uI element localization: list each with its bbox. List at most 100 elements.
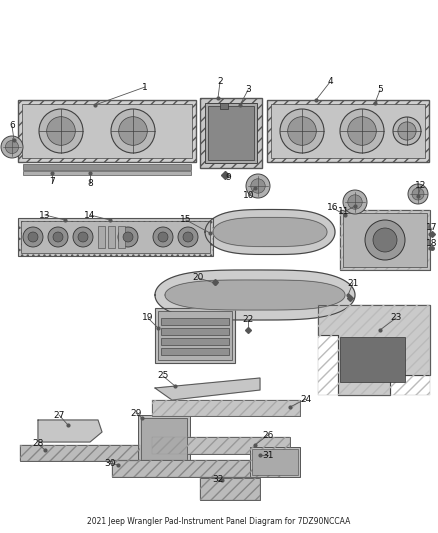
Text: 3: 3 xyxy=(245,85,251,94)
Polygon shape xyxy=(318,305,430,395)
Bar xyxy=(141,418,187,460)
Bar xyxy=(152,437,290,454)
Circle shape xyxy=(340,109,384,153)
Text: 32: 32 xyxy=(212,475,224,484)
Bar xyxy=(250,447,300,477)
Circle shape xyxy=(246,174,270,198)
Polygon shape xyxy=(205,209,335,254)
Polygon shape xyxy=(155,378,260,400)
Bar xyxy=(18,100,196,162)
Polygon shape xyxy=(155,270,355,320)
Text: 13: 13 xyxy=(39,211,51,220)
Bar xyxy=(23,164,191,170)
Bar xyxy=(318,305,430,395)
Text: 2021 Jeep Wrangler Pad-Instrument Panel Diagram for 7DZ90NCCAA: 2021 Jeep Wrangler Pad-Instrument Panel … xyxy=(87,516,351,526)
Text: 2: 2 xyxy=(217,77,223,86)
Circle shape xyxy=(119,117,147,146)
Circle shape xyxy=(348,195,362,209)
Bar xyxy=(200,98,262,168)
Circle shape xyxy=(178,227,198,247)
Text: 20: 20 xyxy=(192,273,204,282)
Circle shape xyxy=(251,179,265,193)
Bar xyxy=(98,226,105,248)
Circle shape xyxy=(412,188,424,200)
Circle shape xyxy=(118,227,138,247)
Bar xyxy=(200,478,260,500)
Circle shape xyxy=(393,117,421,145)
Polygon shape xyxy=(38,420,102,442)
Bar xyxy=(18,218,213,256)
Polygon shape xyxy=(213,217,327,246)
Text: 25: 25 xyxy=(157,372,169,381)
Text: 18: 18 xyxy=(426,239,438,248)
Bar xyxy=(22,104,192,158)
Text: 28: 28 xyxy=(32,440,44,448)
Circle shape xyxy=(23,227,43,247)
Text: 16: 16 xyxy=(327,204,339,213)
Circle shape xyxy=(348,117,376,146)
Circle shape xyxy=(39,109,83,153)
Text: 9: 9 xyxy=(225,174,231,182)
Bar xyxy=(152,437,290,454)
Bar xyxy=(112,460,280,477)
Circle shape xyxy=(28,232,38,242)
Bar xyxy=(138,415,190,463)
Circle shape xyxy=(48,227,68,247)
Circle shape xyxy=(5,140,18,154)
Bar xyxy=(220,103,228,109)
Circle shape xyxy=(183,232,193,242)
Text: 15: 15 xyxy=(180,215,192,224)
Bar xyxy=(152,400,300,416)
Text: 30: 30 xyxy=(104,458,116,467)
Circle shape xyxy=(288,117,316,146)
Text: 10: 10 xyxy=(243,191,255,200)
Text: 31: 31 xyxy=(262,450,274,459)
Text: 17: 17 xyxy=(426,223,438,232)
Bar xyxy=(208,106,254,160)
Bar xyxy=(108,226,115,248)
Text: 1: 1 xyxy=(142,83,148,92)
Bar xyxy=(340,210,430,270)
Circle shape xyxy=(158,232,168,242)
Circle shape xyxy=(408,184,428,204)
Bar xyxy=(343,213,427,267)
Text: 26: 26 xyxy=(262,431,274,440)
Circle shape xyxy=(343,190,367,214)
Text: 27: 27 xyxy=(53,410,65,419)
Text: 8: 8 xyxy=(87,179,93,188)
Text: 5: 5 xyxy=(377,85,383,94)
Circle shape xyxy=(78,232,88,242)
Bar xyxy=(20,445,140,461)
Bar xyxy=(161,348,229,355)
Text: 12: 12 xyxy=(415,182,427,190)
Bar xyxy=(112,460,280,477)
Circle shape xyxy=(365,220,405,260)
Bar xyxy=(340,337,405,382)
Bar xyxy=(252,449,298,475)
Circle shape xyxy=(73,227,93,247)
Bar xyxy=(267,100,429,162)
Circle shape xyxy=(47,117,75,146)
Circle shape xyxy=(398,122,416,140)
Bar xyxy=(161,338,229,345)
Bar xyxy=(152,400,300,416)
Circle shape xyxy=(280,109,324,153)
Text: 21: 21 xyxy=(347,279,359,287)
Text: 4: 4 xyxy=(327,77,333,86)
Bar xyxy=(340,210,430,270)
Circle shape xyxy=(1,136,23,158)
Text: 22: 22 xyxy=(242,316,254,325)
Bar xyxy=(118,226,125,248)
Circle shape xyxy=(153,227,173,247)
Circle shape xyxy=(53,232,63,242)
Circle shape xyxy=(123,232,133,242)
Text: 19: 19 xyxy=(142,313,154,322)
Text: 24: 24 xyxy=(300,394,311,403)
Polygon shape xyxy=(165,280,345,310)
Bar xyxy=(23,171,191,175)
Circle shape xyxy=(111,109,155,153)
Bar xyxy=(155,308,235,363)
Bar xyxy=(20,445,140,461)
Text: 29: 29 xyxy=(131,408,141,417)
Bar xyxy=(158,311,232,360)
